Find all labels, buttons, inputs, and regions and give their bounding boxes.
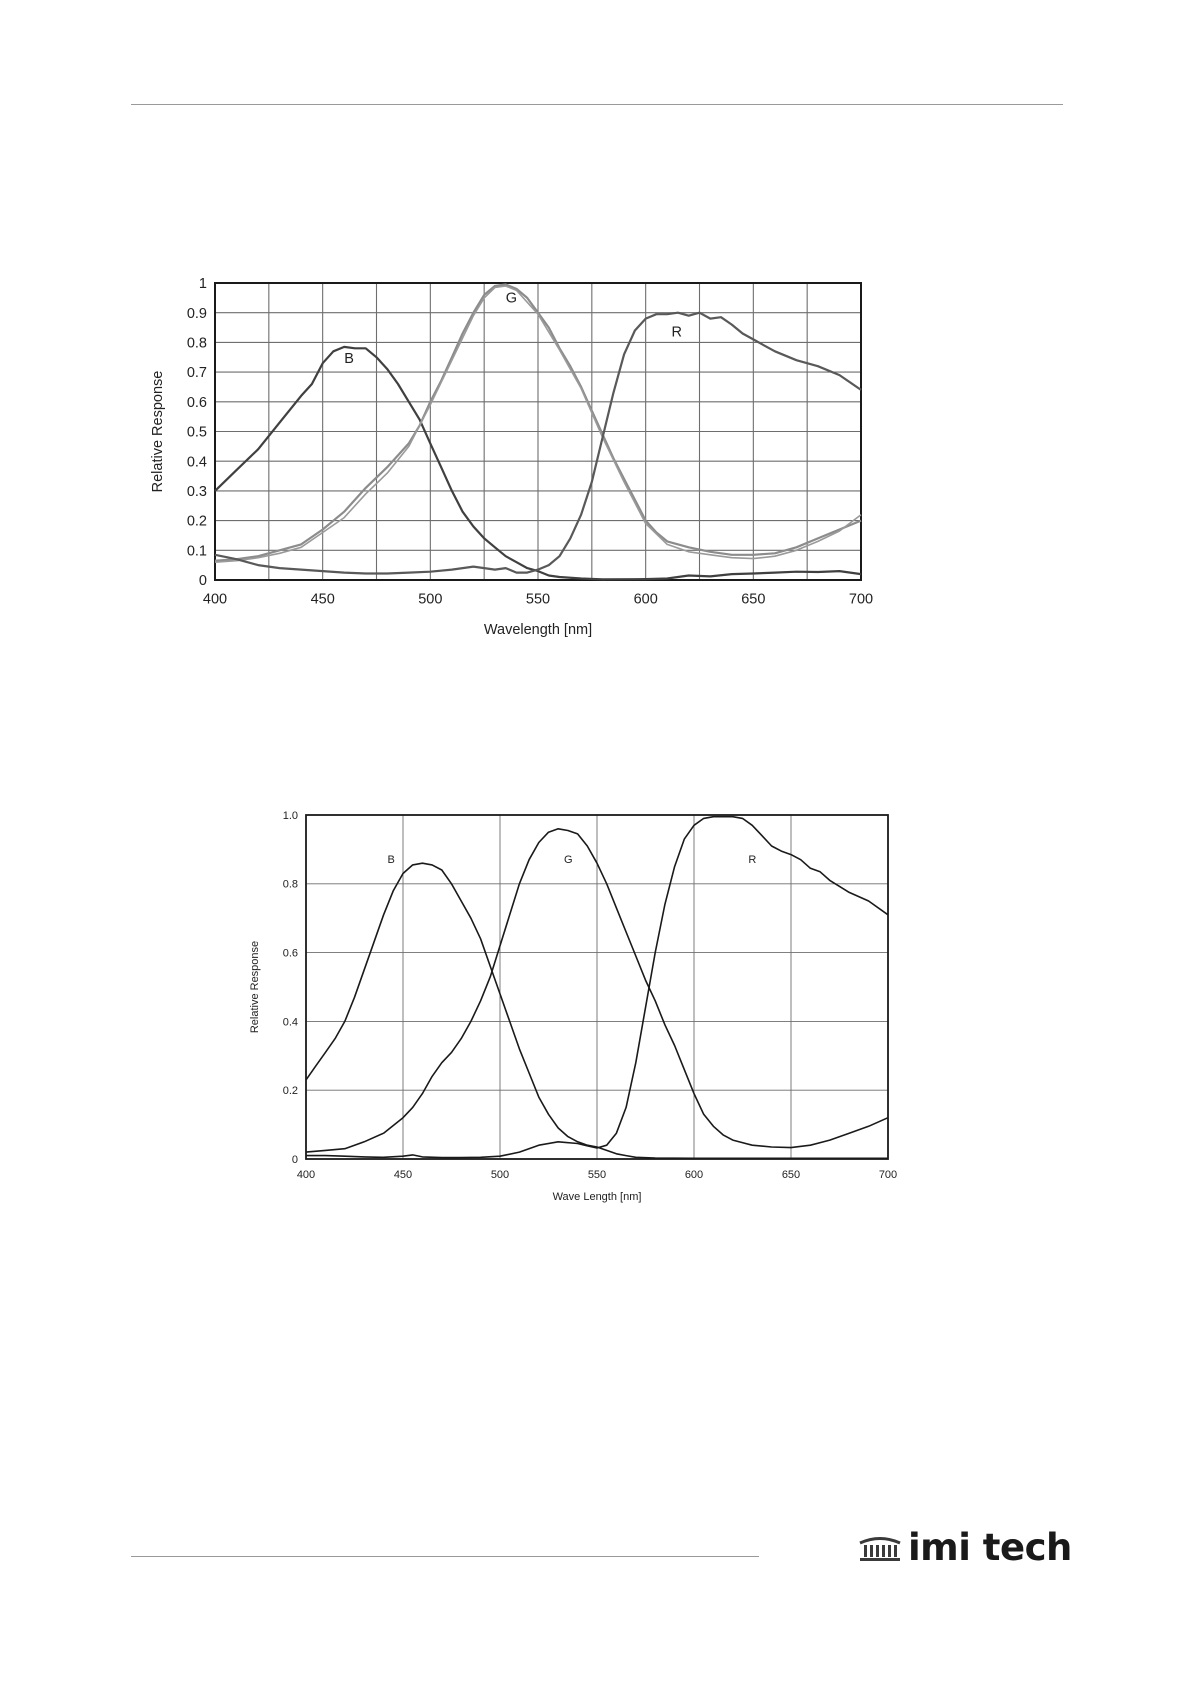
series-line-r (306, 815, 889, 1159)
y-tick-label: 0.1 (187, 543, 207, 559)
x-tick-label: 550 (588, 1169, 606, 1181)
y-tick-label: 0.8 (283, 879, 298, 891)
y-tick-label: 0.4 (283, 1016, 298, 1028)
x-tick-label: 500 (418, 592, 442, 608)
y-tick-label: 0 (292, 1154, 298, 1166)
x-tick-label: 450 (311, 592, 335, 608)
logo-wordmark: imi tech (908, 1526, 1072, 1569)
y-tick-label: 0.2 (283, 1085, 298, 1097)
x-tick-label: 600 (685, 1169, 703, 1181)
y-axis-title: Relative Response (150, 371, 166, 493)
x-tick-label: 400 (297, 1169, 315, 1181)
y-tick-label: 0.6 (187, 395, 207, 411)
x-tick-label: 600 (634, 592, 658, 608)
series-label-g: G (506, 290, 517, 306)
grid (305, 814, 889, 1160)
series-line-g (214, 283, 862, 562)
footer-rule (131, 1556, 759, 1557)
y-tick-label: 0.6 (283, 947, 298, 959)
y-tick-label: 0.4 (187, 454, 207, 470)
y-tick-label: 1 (199, 276, 207, 292)
y-tick-label: 0.3 (187, 484, 207, 500)
x-axis-title: Wavelength [nm] (484, 622, 592, 638)
x-tick-label: 700 (879, 1169, 897, 1181)
series-label-r: R (672, 324, 682, 340)
series-label-g: G (564, 854, 573, 866)
x-tick-label: 400 (203, 592, 227, 608)
y-tick-label: 0 (199, 573, 207, 589)
x-tick-label: 650 (782, 1169, 800, 1181)
series-line-r (214, 311, 862, 575)
series-label-b: B (387, 854, 394, 866)
x-tick-label: 500 (491, 1169, 509, 1181)
building-columns-icon (859, 1536, 901, 1561)
plot-frame (305, 814, 889, 1160)
x-tick-label: 550 (526, 592, 550, 608)
series-label-r: R (748, 854, 756, 866)
series-line-g (305, 828, 889, 1153)
x-axis-title: Wave Length [nm] (553, 1191, 642, 1203)
company-logo: imi tech (858, 1529, 1072, 1566)
series-label-b: B (344, 351, 354, 367)
x-tick-label: 650 (741, 592, 765, 608)
y-tick-label: 0.5 (187, 425, 207, 441)
y-tick-label: 0.9 (187, 306, 207, 322)
series-line-b (214, 345, 862, 581)
plot-frame (214, 282, 862, 581)
y-tick-label: 0.7 (187, 365, 207, 381)
y-tick-label: 0.8 (187, 335, 207, 351)
header-rule (131, 104, 1063, 105)
y-axis-title: Relative Response (249, 941, 261, 1033)
y-tick-label: 1.0 (283, 810, 298, 822)
series-line-g2 (214, 285, 862, 563)
x-tick-label: 450 (394, 1169, 412, 1181)
series-line-b (305, 862, 888, 1160)
x-tick-label: 700 (849, 592, 873, 608)
y-tick-label: 0.2 (187, 514, 207, 530)
